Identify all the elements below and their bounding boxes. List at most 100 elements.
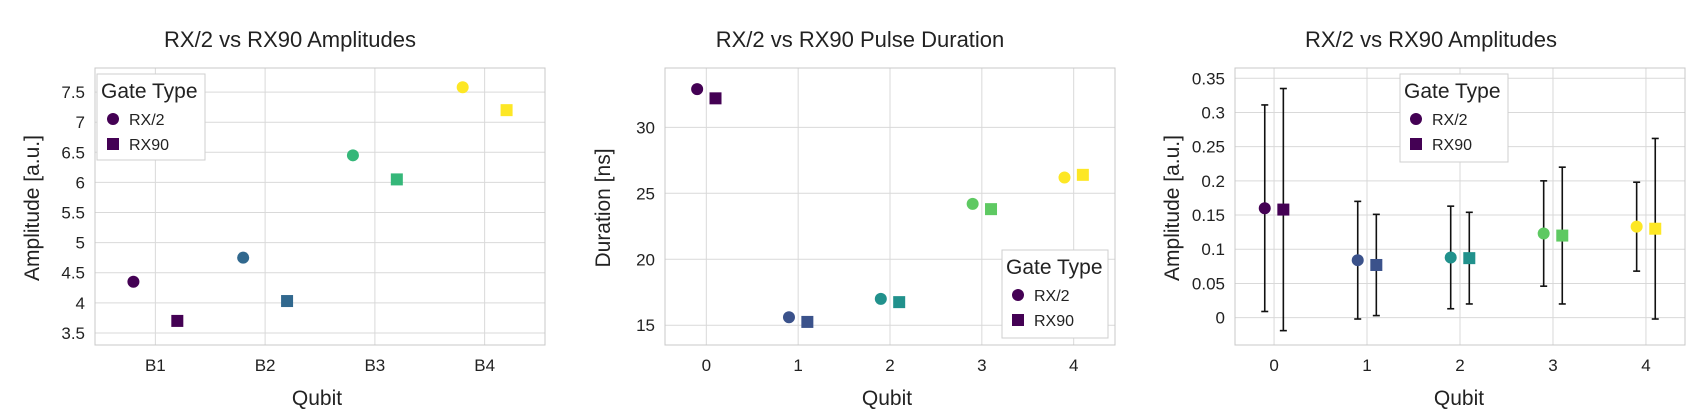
legend-label: RX/2 bbox=[1432, 112, 1468, 129]
x-tick-label: 1 bbox=[793, 356, 802, 375]
data-point-RX/2 bbox=[1058, 171, 1071, 184]
data-point-RX90 bbox=[1556, 229, 1569, 242]
plot-frame bbox=[94, 67, 546, 346]
x-tick-label: 3 bbox=[1548, 356, 1557, 375]
x-tick-label: 3 bbox=[977, 356, 986, 375]
x-tick-label: B2 bbox=[255, 356, 276, 375]
y-tick-label: 5 bbox=[76, 234, 85, 253]
data-point-RX/2 bbox=[1258, 202, 1271, 215]
plot-frame bbox=[664, 67, 1116, 346]
y-tick-label: 0.15 bbox=[1192, 206, 1225, 225]
data-point-RX90 bbox=[1463, 252, 1476, 265]
y-tick-label: 7.5 bbox=[61, 83, 85, 102]
plot-area: 15 20 25 30 0 1 2 3 4 Gate Type RX/2 RX90 bbox=[636, 67, 1116, 375]
data-point-RX/2 bbox=[966, 197, 979, 210]
x-axis-label: Qubit bbox=[292, 387, 342, 410]
data-point-RX/2 bbox=[1630, 220, 1643, 233]
legend-marker-square bbox=[107, 138, 119, 150]
x-tick-label: B1 bbox=[145, 356, 166, 375]
chart-panel-amplitudes-errorbars: RX/2 vs RX90 Amplitudes Qubit Amplitude … bbox=[1161, 27, 1686, 410]
data-point-RX90 bbox=[1649, 222, 1662, 235]
x-tick-label: 2 bbox=[885, 356, 894, 375]
legend-label: RX/2 bbox=[1034, 288, 1070, 305]
y-tick-label: 25 bbox=[636, 184, 655, 203]
plot-area: 0 0.05 0.1 0.15 0.2 0.25 0.3 0.35 0 1 2 3 4 Gate Type… bbox=[1192, 67, 1686, 375]
data-point-RX/2 bbox=[1444, 251, 1457, 264]
data-point-RX90 bbox=[709, 92, 722, 105]
y-tick-label: 6.5 bbox=[61, 143, 85, 162]
data-point-RX90 bbox=[893, 296, 906, 309]
plot-frame bbox=[1234, 67, 1686, 346]
y-tick-label: 7 bbox=[76, 113, 85, 132]
data-point-RX90 bbox=[500, 104, 513, 117]
y-tick-label: 20 bbox=[636, 250, 655, 269]
data-point-RX90 bbox=[390, 173, 403, 186]
legend-title: Gate Type bbox=[1404, 80, 1501, 103]
data-point-RX90 bbox=[1370, 258, 1383, 271]
data-point-RX/2 bbox=[127, 275, 140, 288]
y-tick-label: 0.05 bbox=[1192, 274, 1225, 293]
legend-label: RX/2 bbox=[129, 112, 165, 129]
data-point-RX/2 bbox=[1537, 227, 1550, 240]
x-tick-label: 2 bbox=[1455, 356, 1464, 375]
legend-marker-square bbox=[1012, 314, 1024, 326]
legend-marker-circle bbox=[107, 113, 119, 125]
x-axis-label: Qubit bbox=[1434, 387, 1484, 410]
legend-marker-square bbox=[1410, 138, 1422, 150]
x-tick-label: 1 bbox=[1362, 356, 1371, 375]
y-tick-label: 0.25 bbox=[1192, 138, 1225, 157]
y-tick-label: 5.5 bbox=[61, 204, 85, 223]
legend-label: RX90 bbox=[1034, 313, 1074, 330]
y-axis-label: Duration [ns] bbox=[592, 148, 615, 267]
data-point-RX/2 bbox=[346, 149, 359, 162]
data-point-RX/2 bbox=[1351, 254, 1364, 267]
legend-title: Gate Type bbox=[1006, 256, 1103, 279]
y-tick-label: 0.1 bbox=[1201, 240, 1225, 259]
y-tick-label: 0 bbox=[1216, 309, 1225, 328]
data-point-RX/2 bbox=[874, 292, 887, 305]
x-tick-label: 4 bbox=[1069, 356, 1078, 375]
chart-title: RX/2 vs RX90 Pulse Duration bbox=[716, 27, 1005, 52]
y-tick-label: 0.3 bbox=[1201, 103, 1225, 122]
data-point-RX90 bbox=[171, 314, 184, 327]
chart-title: RX/2 vs RX90 Amplitudes bbox=[1305, 27, 1557, 52]
x-tick-label: 0 bbox=[1269, 356, 1278, 375]
legend-label: RX90 bbox=[1432, 137, 1472, 154]
y-tick-label: 30 bbox=[636, 118, 655, 137]
chart-panel-amplitudes: RX/2 vs RX90 Amplitudes Qubit Amplitude … bbox=[21, 27, 546, 410]
y-tick-label: 4.5 bbox=[61, 264, 85, 283]
data-point-RX90 bbox=[1076, 168, 1089, 181]
x-axis-label: Qubit bbox=[862, 387, 912, 410]
y-tick-label: 0.35 bbox=[1192, 69, 1225, 88]
x-tick-label: 0 bbox=[702, 356, 711, 375]
legend-label: RX90 bbox=[129, 137, 169, 154]
plot-area: 3.5 4 4.5 5 5.5 6 6.5 7 7.5 B1 B2 B3 B4 Gate Type RX/2… bbox=[61, 67, 546, 375]
data-point-RX90 bbox=[281, 295, 294, 308]
chart-title: RX/2 vs RX90 Amplitudes bbox=[164, 27, 416, 52]
data-point-RX/2 bbox=[456, 81, 469, 94]
legend-title: Gate Type bbox=[101, 80, 198, 103]
x-tick-label: B4 bbox=[474, 356, 495, 375]
data-point-RX90 bbox=[985, 203, 998, 216]
data-point-RX90 bbox=[801, 315, 814, 328]
data-point-RX/2 bbox=[782, 311, 795, 324]
y-tick-label: 3.5 bbox=[61, 324, 85, 343]
legend-marker-circle bbox=[1012, 289, 1024, 301]
x-tick-label: 4 bbox=[1641, 356, 1650, 375]
y-tick-label: 15 bbox=[636, 316, 655, 335]
legend: Gate Type RX/2 RX90 bbox=[1399, 73, 1509, 163]
x-tick-label: B3 bbox=[364, 356, 385, 375]
y-tick-label: 4 bbox=[76, 294, 85, 313]
y-tick-label: 0.2 bbox=[1201, 172, 1225, 191]
y-axis-label: Amplitude [a.u.] bbox=[21, 135, 44, 281]
data-point-RX90 bbox=[1277, 203, 1290, 216]
data-point-RX/2 bbox=[237, 251, 250, 264]
legend-marker-circle bbox=[1410, 113, 1422, 125]
data-point-RX/2 bbox=[691, 83, 704, 96]
y-axis-label: Amplitude [a.u.] bbox=[1161, 135, 1184, 281]
y-tick-label: 6 bbox=[76, 173, 85, 192]
legend: Gate Type RX/2 RX90 bbox=[96, 73, 206, 161]
chart-panel-duration: RX/2 vs RX90 Pulse Duration Qubit Durati… bbox=[592, 27, 1116, 410]
legend: Gate Type RX/2 RX90 bbox=[1001, 249, 1109, 339]
